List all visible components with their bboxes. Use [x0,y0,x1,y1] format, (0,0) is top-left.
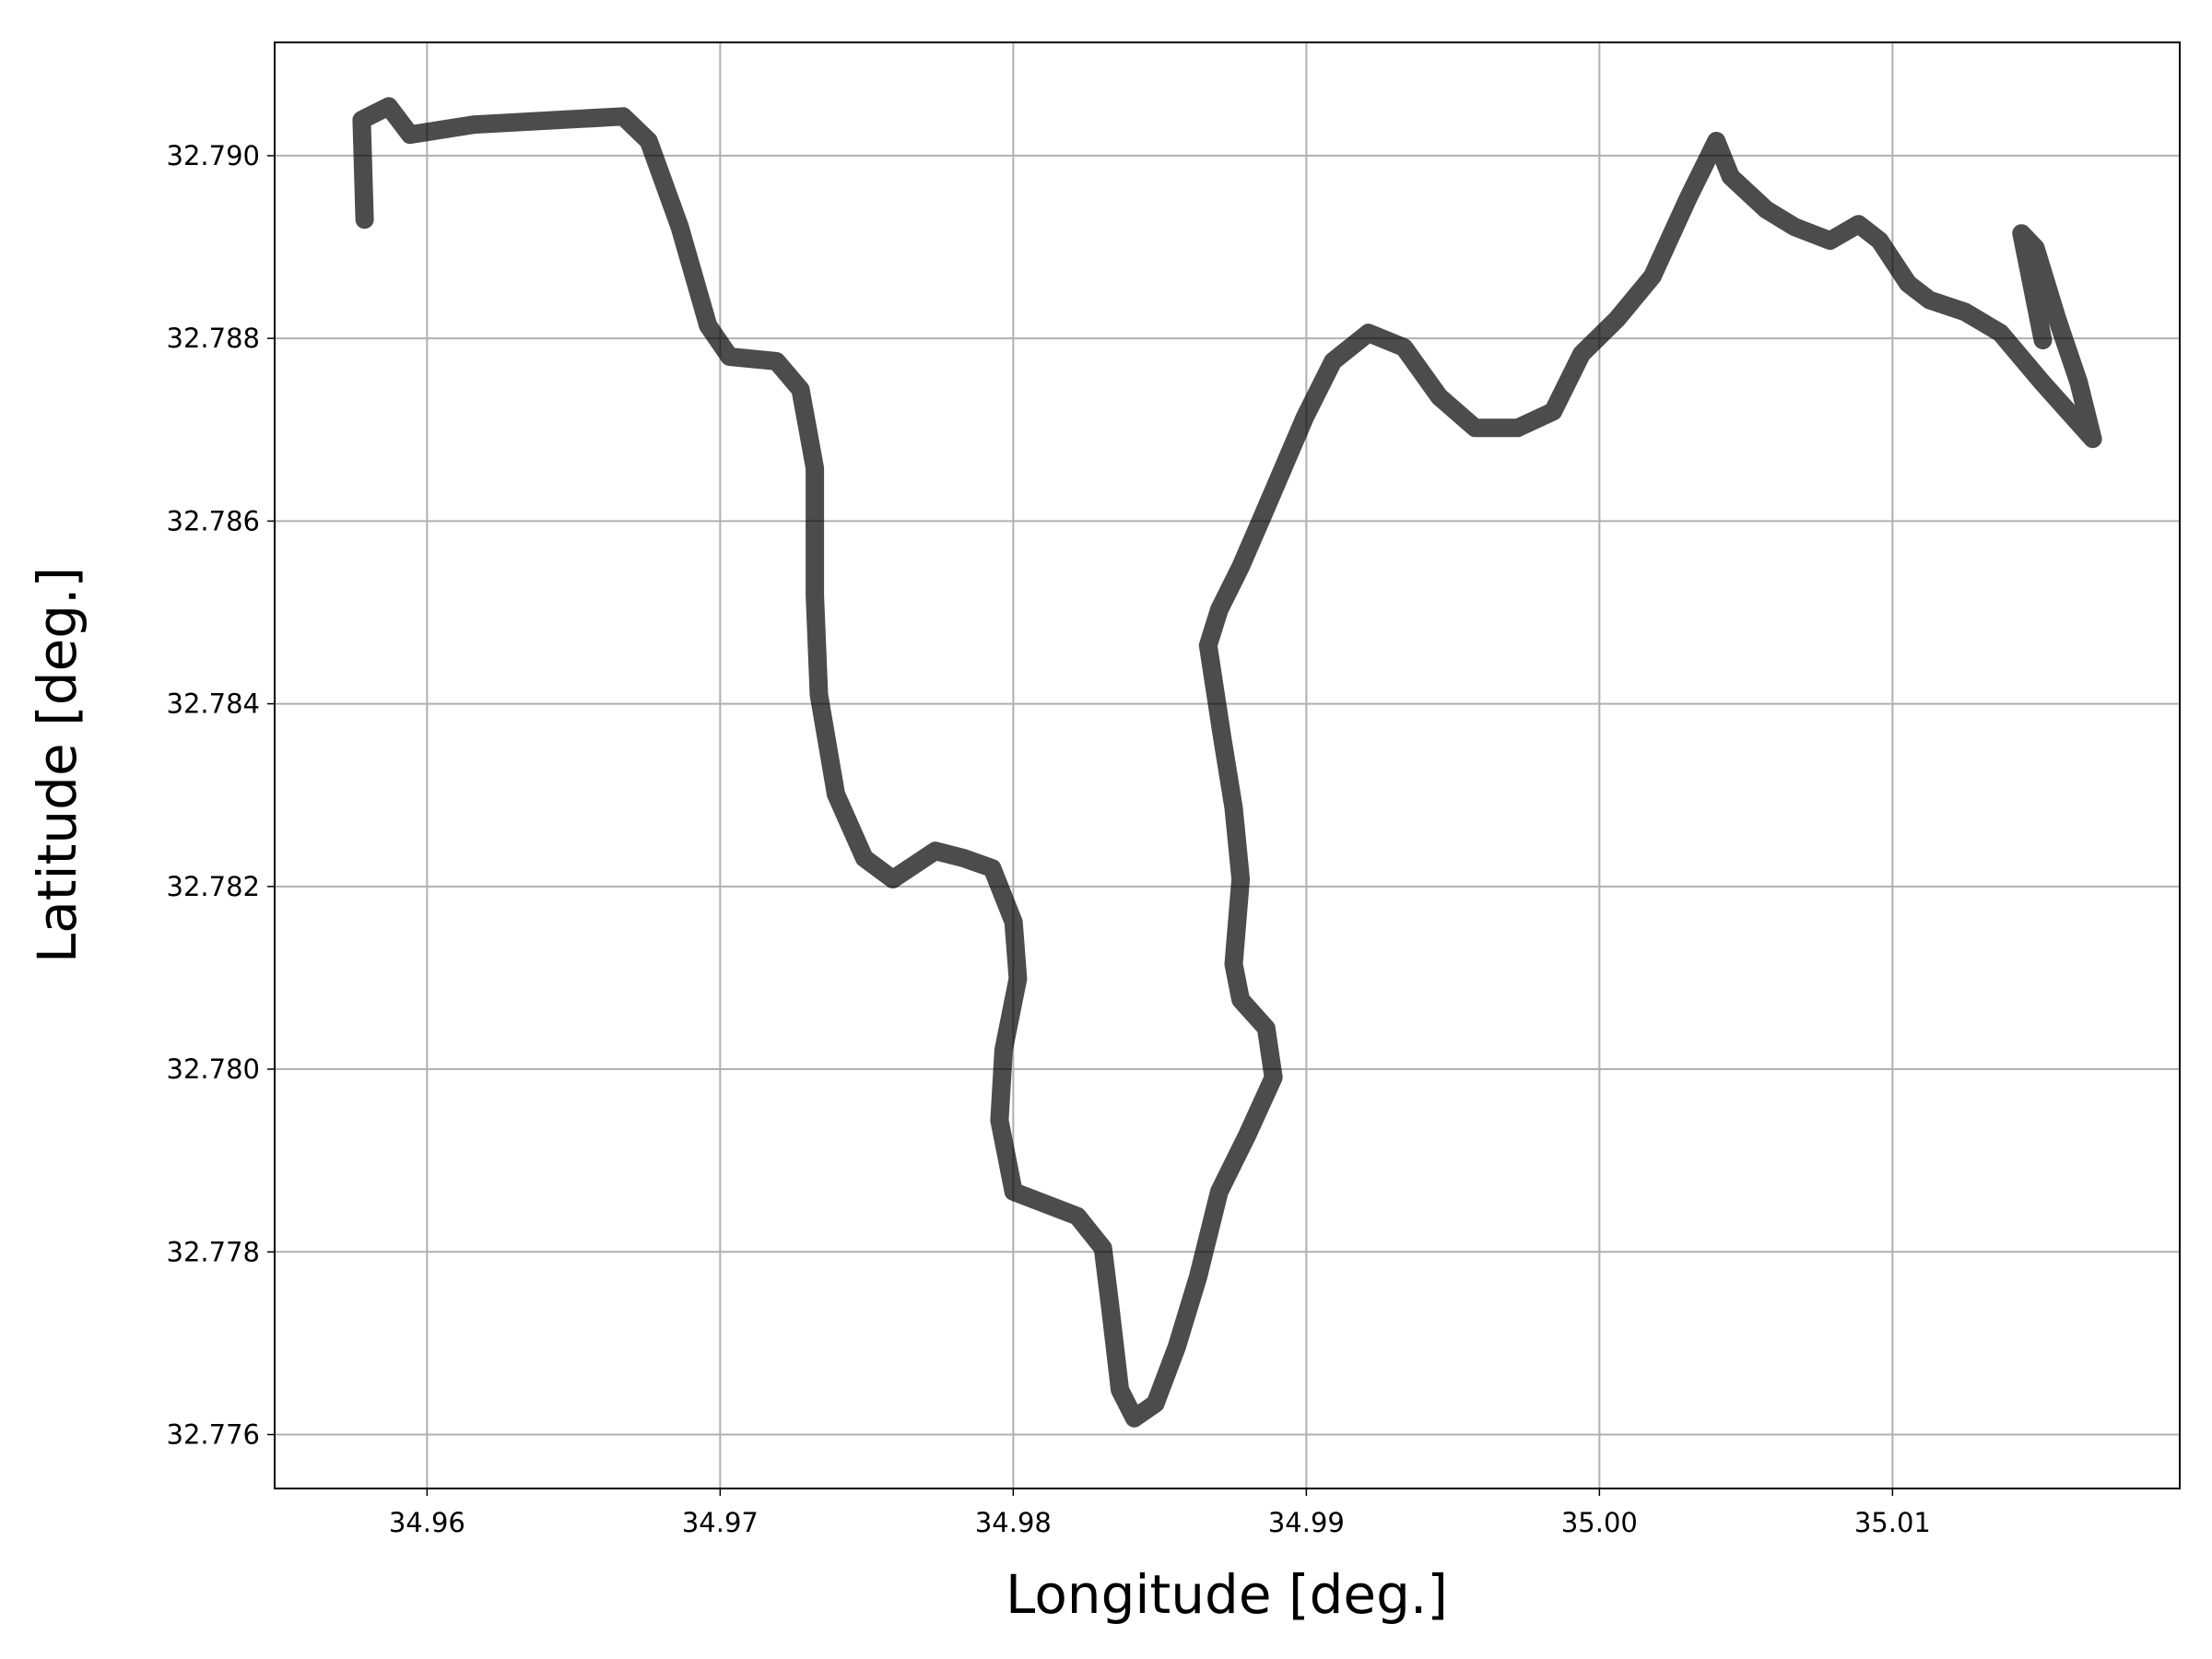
y-tick-label: 32.788 [167,323,260,354]
y-tick-label: 32.784 [167,688,260,720]
y-tick-label: 32.778 [167,1236,260,1267]
y-tick-label: 32.780 [167,1053,260,1085]
track-line [352,97,2102,1428]
plot-frame [274,41,2181,1489]
x-tick-label: 34.96 [389,1507,465,1538]
x-tick-label: 34.99 [1268,1507,1345,1538]
x-tick-label: 35.01 [1854,1507,1931,1538]
y-tick-label: 32.776 [167,1419,260,1451]
x-tick-label: 34.98 [975,1507,1052,1538]
y-tick-label: 32.782 [167,871,260,902]
y-tick-label: 32.790 [167,140,260,171]
x-tick-label: 34.97 [682,1507,759,1538]
x-axis-label: Longitude [deg.] [1006,1563,1448,1626]
x-tick-label: 35.00 [1561,1507,1638,1538]
y-axis-label: Latitude [deg.] [26,567,88,963]
y-tick-label: 32.786 [167,505,260,536]
